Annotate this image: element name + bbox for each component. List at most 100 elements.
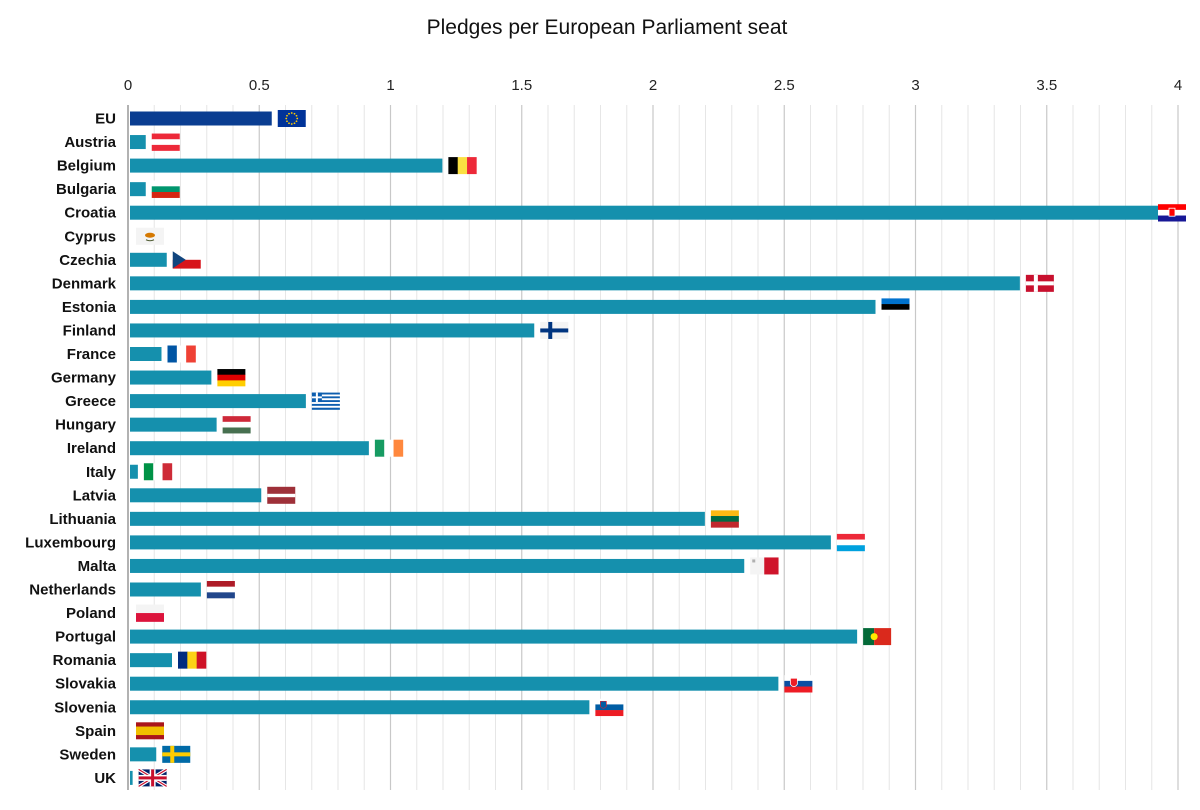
category-label: EU [95, 111, 116, 128]
bar [130, 182, 146, 197]
category-label: Spain [75, 723, 116, 740]
category-label: Slovakia [55, 676, 117, 693]
spain-flag-icon [136, 722, 164, 740]
x-tick-label: 0 [124, 77, 132, 94]
bar [130, 394, 306, 409]
category-label: Germany [51, 370, 117, 387]
category-label: Ireland [67, 440, 116, 457]
finland-flag-icon [540, 321, 569, 339]
croatia-flag-icon [1158, 204, 1186, 222]
category-label: Greece [65, 393, 116, 410]
slovakia-flag-icon [784, 675, 813, 693]
bars [130, 111, 1159, 785]
bar [130, 464, 138, 479]
bar [130, 252, 167, 267]
category-label: Romania [53, 652, 117, 669]
portugal-flag-icon [863, 628, 892, 646]
category-label: Estonia [62, 299, 117, 316]
flags [136, 110, 1186, 788]
x-tick-label: 4 [1174, 77, 1182, 94]
bar [130, 111, 272, 126]
x-axis-ticks: 0 0.5 1 1.5 2 2.5 3 3.5 4 [124, 77, 1182, 94]
greece-flag-icon [311, 392, 340, 410]
bar [130, 770, 133, 785]
category-label: Bulgaria [56, 181, 117, 198]
bar [130, 276, 1020, 291]
category-label: Netherlands [29, 582, 116, 599]
category-label: Denmark [52, 275, 117, 292]
category-label: France [67, 346, 116, 363]
category-label: Cyprus [64, 228, 116, 245]
eu-flag-icon [277, 110, 306, 127]
france-flag-icon [167, 345, 196, 363]
bar [130, 441, 369, 456]
uk-flag-icon [137, 767, 168, 788]
czechia-flag-icon [172, 251, 201, 269]
bar [130, 488, 262, 503]
lithuania-flag-icon [710, 510, 739, 528]
bar [130, 747, 157, 762]
hungary-flag-icon [222, 416, 251, 434]
x-tick-label: 2 [649, 77, 657, 94]
bar [130, 511, 705, 526]
category-label: Croatia [64, 205, 116, 222]
category-label: Finland [63, 322, 116, 339]
bar [130, 700, 590, 715]
cyprus-flag-icon [136, 227, 164, 245]
bar [130, 158, 443, 173]
category-label: Malta [78, 558, 117, 575]
category-label: Slovenia [54, 699, 116, 716]
category-label: Hungary [55, 417, 117, 434]
bulgaria-flag-icon [151, 180, 180, 198]
x-tick-label: 0.5 [249, 77, 270, 94]
category-label: Lithuania [49, 511, 116, 528]
x-tick-label: 3 [911, 77, 919, 94]
luxembourg-flag-icon [836, 533, 865, 552]
category-label: Czechia [59, 252, 116, 269]
bar [130, 299, 876, 314]
bar [130, 629, 858, 644]
x-tick-label: 1.5 [511, 77, 532, 94]
germany-flag-icon [217, 369, 246, 387]
x-tick-label: 2.5 [774, 77, 795, 94]
bar [130, 205, 1159, 220]
latvia-flag-icon [267, 486, 296, 504]
italy-flag-icon [143, 463, 173, 481]
category-label: Luxembourg [25, 534, 116, 551]
bar [130, 135, 146, 150]
category-labels: EU Austria Belgium Bulgaria Croatia Cyprus Cze… [25, 111, 117, 787]
bar [130, 676, 779, 691]
category-label: Latvia [73, 487, 117, 504]
slovenia-flag-icon [595, 698, 624, 717]
bar [130, 653, 172, 668]
x-tick-label: 1 [386, 77, 394, 94]
category-label: Portugal [55, 629, 116, 646]
category-label: Austria [64, 134, 116, 151]
bar [130, 535, 831, 550]
chart-title: Pledges per European Parliament seat [427, 16, 788, 39]
denmark-flag-icon [1025, 274, 1054, 292]
belgium-flag-icon [448, 157, 477, 175]
bar [130, 558, 745, 573]
sweden-flag-icon [162, 745, 191, 763]
bar [130, 370, 212, 385]
bar [130, 417, 217, 432]
netherlands-flag-icon [206, 581, 235, 599]
malta-flag-icon [750, 557, 779, 575]
category-label: Belgium [57, 158, 116, 175]
bar [130, 323, 535, 338]
category-label: Sweden [59, 746, 116, 763]
category-label: Italy [86, 464, 117, 481]
category-label: Poland [66, 605, 116, 622]
bar [130, 582, 201, 597]
estonia-flag-icon [881, 298, 910, 316]
romania-flag-icon [178, 651, 207, 669]
bar [130, 347, 162, 361]
ireland-flag-icon [374, 439, 404, 457]
category-label: UK [94, 770, 116, 787]
austria-flag-icon [151, 133, 180, 151]
x-tick-label: 3.5 [1036, 77, 1057, 94]
poland-flag-icon [136, 604, 164, 622]
